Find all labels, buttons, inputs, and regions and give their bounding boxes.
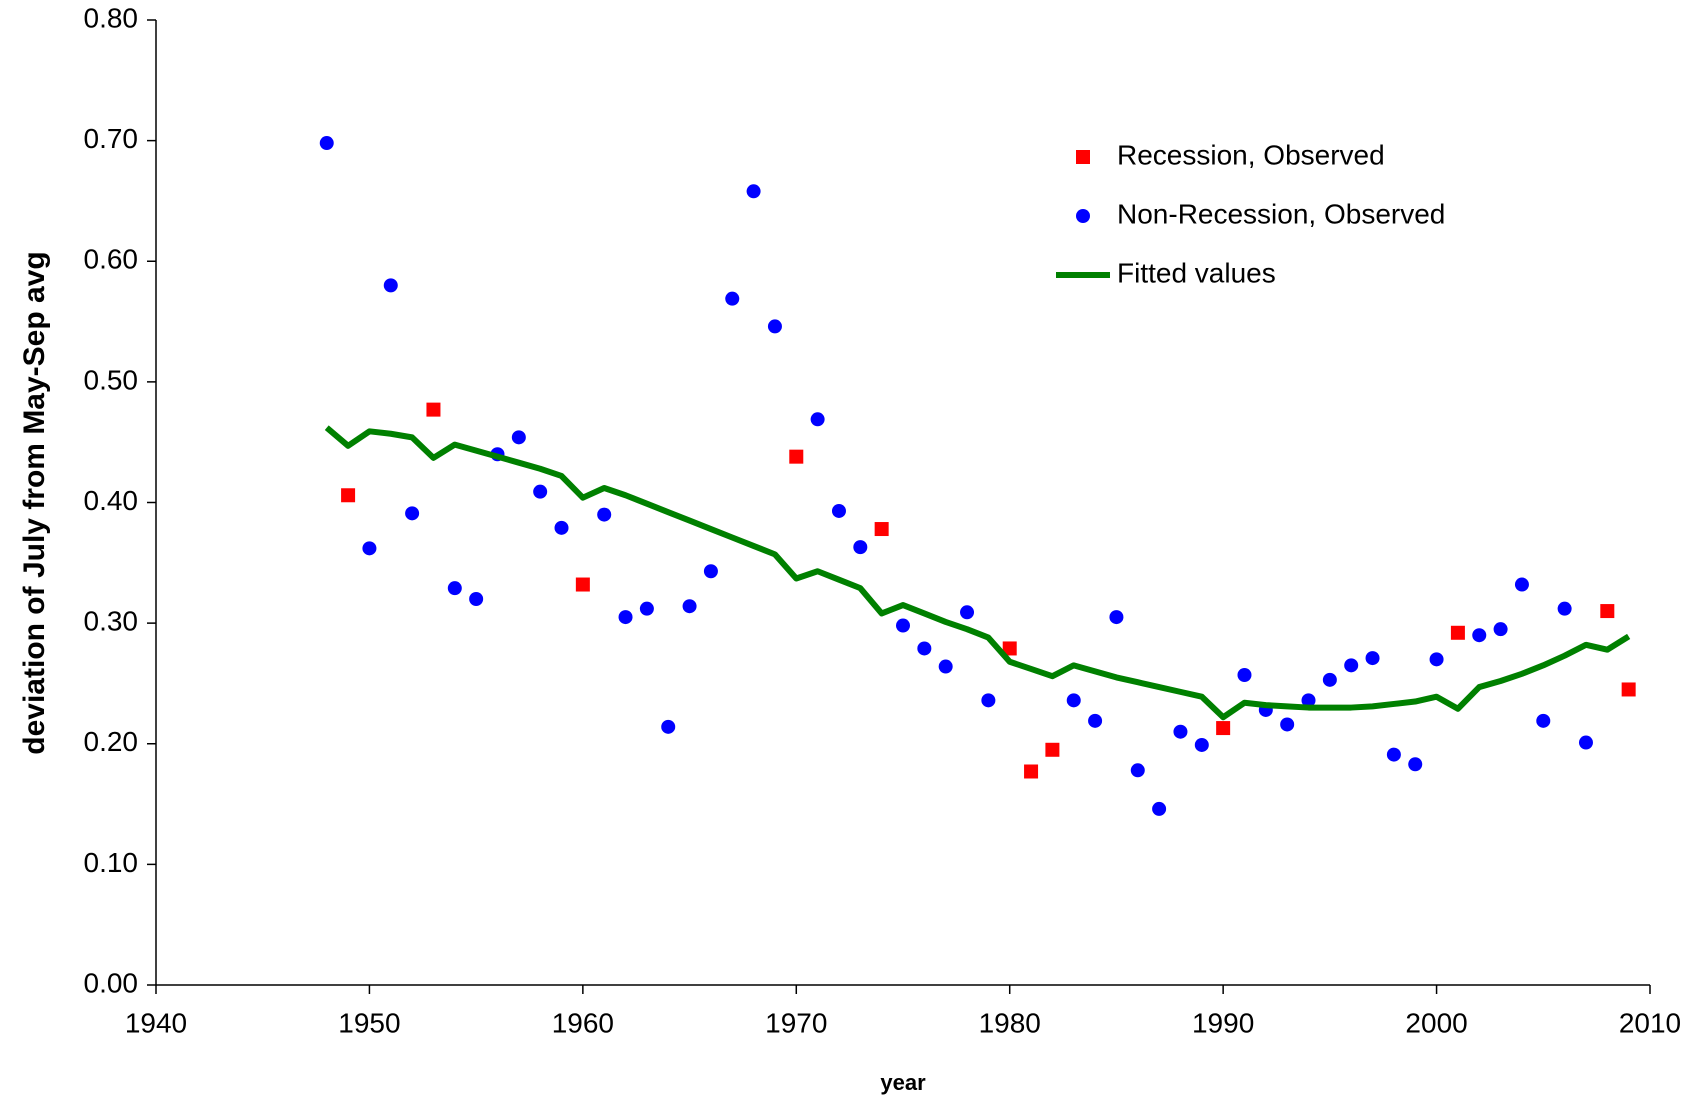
circle-point	[362, 541, 377, 556]
circle-point	[1536, 713, 1551, 728]
x-tick-label: 1950	[338, 1007, 400, 1038]
circle-point	[917, 641, 932, 656]
circle-point	[447, 581, 462, 596]
circle-point	[831, 503, 846, 518]
circle-point	[469, 592, 484, 606]
y-axis-title: deviation of July from May-Sep avg	[18, 251, 51, 754]
x-tick-label: 1970	[765, 1007, 827, 1038]
circle-point	[383, 278, 398, 293]
circle-point	[767, 319, 782, 334]
y-tick-label: 0.50	[84, 364, 139, 395]
circle-point	[511, 430, 526, 445]
square-point	[874, 522, 889, 537]
circle-point	[554, 520, 569, 535]
circle-point	[1386, 747, 1401, 762]
square-point	[1002, 641, 1017, 656]
circle-point	[1301, 693, 1316, 708]
circle-point	[746, 184, 761, 199]
x-tick-label: 2010	[1619, 1007, 1681, 1038]
square-point	[1045, 742, 1060, 757]
circle-point	[1322, 672, 1337, 687]
circle-point	[703, 564, 718, 579]
legend-label: Non-Recession, Observed	[1117, 198, 1445, 229]
circle-point	[938, 659, 953, 674]
legend-swatch	[1076, 209, 1090, 223]
circle-point	[661, 719, 676, 734]
circle-point	[1408, 757, 1423, 772]
circle-point	[853, 540, 868, 555]
circle-point	[1109, 610, 1124, 625]
x-tick-label: 1990	[1192, 1007, 1254, 1038]
circle-point	[533, 484, 548, 499]
circle-point	[896, 618, 910, 633]
square-point	[789, 449, 804, 464]
circle-point	[1365, 651, 1380, 666]
circle-point	[1130, 763, 1145, 778]
square-point	[341, 488, 356, 503]
circle-point	[405, 506, 420, 521]
y-tick-label: 0.30	[84, 606, 139, 637]
circle-point	[1578, 735, 1593, 750]
circle-point	[1472, 628, 1487, 643]
y-tick-label: 0.00	[84, 967, 139, 998]
circle-point	[810, 412, 825, 427]
circle-point	[960, 605, 975, 620]
x-tick-label: 1980	[979, 1007, 1041, 1038]
circle-point	[1088, 713, 1103, 728]
x-axis-title: year	[880, 1070, 926, 1095]
circle-point	[1429, 652, 1444, 667]
circle-point	[639, 601, 654, 616]
circle-point	[1514, 577, 1529, 592]
circle-point	[981, 693, 996, 708]
y-tick-label: 0.20	[84, 726, 139, 757]
y-tick-label: 0.60	[84, 244, 139, 275]
square-point	[1450, 625, 1465, 640]
square-point	[575, 577, 590, 592]
circle-point	[682, 599, 697, 614]
square-point	[1600, 604, 1615, 619]
circle-point	[1237, 667, 1252, 682]
legend-swatch	[1076, 150, 1090, 164]
circle-point	[1493, 622, 1508, 637]
x-tick-label: 1960	[552, 1007, 614, 1038]
circle-point	[1152, 801, 1167, 816]
y-tick-label: 0.40	[84, 485, 139, 516]
fitted-line	[324, 425, 1631, 721]
circle-point	[319, 136, 334, 151]
circle-point	[1280, 717, 1295, 732]
y-tick-label: 0.10	[84, 847, 139, 878]
x-tick-label: 1940	[125, 1007, 187, 1038]
square-point	[426, 402, 441, 417]
circle-point	[1194, 737, 1209, 752]
circle-point	[1557, 601, 1572, 616]
square-point	[1621, 682, 1636, 697]
legend-label: Fitted values	[1117, 257, 1276, 288]
square-point	[1216, 721, 1231, 736]
circle-point	[1066, 693, 1081, 708]
legend-label: Recession, Observed	[1117, 139, 1385, 170]
x-tick-label: 2000	[1405, 1007, 1467, 1038]
square-point	[1024, 764, 1039, 779]
circle-point	[618, 610, 633, 625]
y-tick-label: 0.70	[84, 123, 139, 154]
y-tick-label: 0.80	[84, 2, 139, 33]
circle-point	[725, 291, 740, 306]
circle-point	[597, 507, 612, 522]
circle-point	[1344, 658, 1359, 673]
circle-point	[1173, 724, 1188, 739]
